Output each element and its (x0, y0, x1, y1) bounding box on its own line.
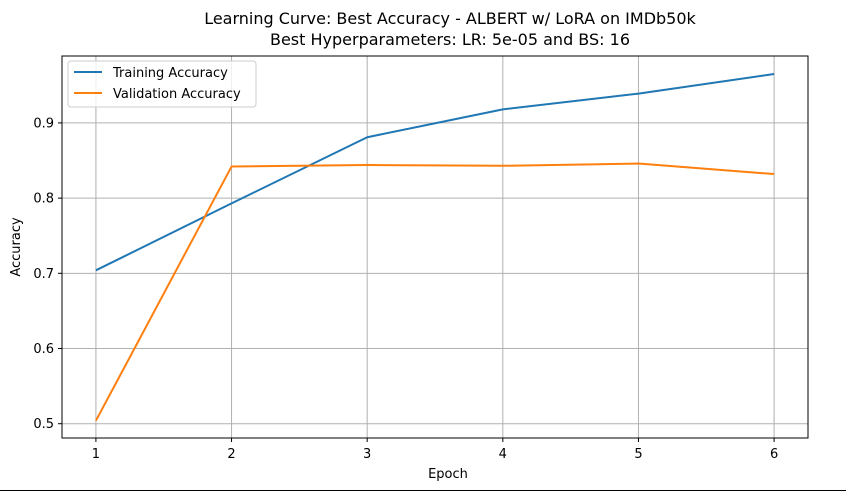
legend: Training Accuracy Validation Accuracy (68, 61, 256, 107)
x-tick-label: 3 (363, 447, 371, 462)
y-tick-label: 0.9 (33, 116, 54, 131)
x-tick-label: 2 (227, 447, 235, 462)
plot-frame (62, 56, 808, 438)
chart-title-line-1: Learning Curve: Best Accuracy - ALBERT w… (204, 9, 696, 28)
axis-ticks: 1 2 3 4 5 6 0.5 0.6 0.7 0.8 0.9 (33, 116, 778, 462)
x-tick-label: 6 (770, 447, 778, 462)
grid-lines (62, 56, 808, 438)
y-tick-label: 0.7 (33, 267, 54, 282)
y-tick-label: 0.5 (33, 417, 54, 432)
legend-label-validation: Validation Accuracy (113, 87, 241, 102)
y-axis-label: Accuracy (9, 217, 24, 277)
legend-label-training: Training Accuracy (112, 66, 228, 81)
y-tick-label: 0.6 (33, 342, 54, 357)
x-tick-label: 1 (92, 447, 100, 462)
bottom-border-line (0, 490, 846, 491)
x-tick-label: 4 (499, 447, 507, 462)
series-line-validation (96, 164, 774, 421)
x-axis-label: Epoch (428, 467, 468, 482)
y-tick-label: 0.8 (33, 192, 54, 207)
x-tick-label: 5 (634, 447, 642, 462)
series-lines (96, 74, 774, 421)
chart-title-line-2: Best Hyperparameters: LR: 5e-05 and BS: … (270, 30, 630, 49)
